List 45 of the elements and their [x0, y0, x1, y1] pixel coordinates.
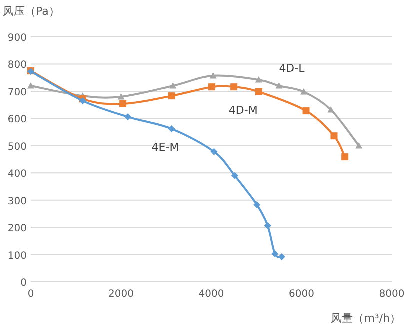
- point: [208, 84, 216, 91]
- y-tick-label: 900: [8, 33, 27, 44]
- point: [231, 172, 238, 180]
- series-label: 4D-L: [279, 62, 306, 75]
- x-tick-label: 4000: [198, 289, 224, 300]
- point: [272, 250, 279, 258]
- y-axis-title: 风压（Pa）: [3, 5, 60, 18]
- y-tick-label: 600: [8, 114, 27, 126]
- point: [278, 253, 286, 260]
- y-tick-label: 700: [8, 87, 27, 98]
- point: [342, 154, 349, 161]
- x-tick-label: 0: [28, 289, 34, 300]
- point: [276, 82, 283, 89]
- point: [124, 114, 132, 121]
- point: [254, 201, 261, 208]
- y-tick-label: 100: [8, 250, 27, 262]
- y-tick-label: 500: [8, 142, 27, 153]
- series-label: 4E-M: [152, 141, 180, 154]
- point: [330, 132, 338, 140]
- point: [120, 100, 127, 108]
- point: [168, 126, 176, 133]
- x-axis-title: 风量（m³/h）: [331, 312, 401, 325]
- point: [255, 76, 262, 83]
- point: [118, 93, 125, 100]
- point: [170, 82, 177, 89]
- point: [356, 142, 363, 149]
- y-tick-label: 0: [20, 278, 27, 289]
- point: [300, 88, 308, 95]
- x-tick-label: 2000: [108, 289, 134, 300]
- point: [210, 72, 217, 79]
- point: [210, 148, 218, 156]
- x-tick-label: 8000: [379, 289, 405, 300]
- y-tick-label: 200: [8, 224, 27, 235]
- point: [255, 88, 262, 96]
- y-tick-label: 800: [8, 60, 27, 72]
- y-tick-label: 400: [8, 169, 27, 180]
- point: [28, 82, 34, 89]
- point: [168, 92, 176, 100]
- point: [328, 106, 335, 113]
- point: [230, 84, 238, 91]
- point: [264, 222, 272, 230]
- x-tick-label: 6000: [289, 289, 314, 300]
- y-tick-label: 300: [8, 196, 27, 208]
- series-label: 4D-M: [228, 104, 258, 117]
- point: [302, 108, 310, 115]
